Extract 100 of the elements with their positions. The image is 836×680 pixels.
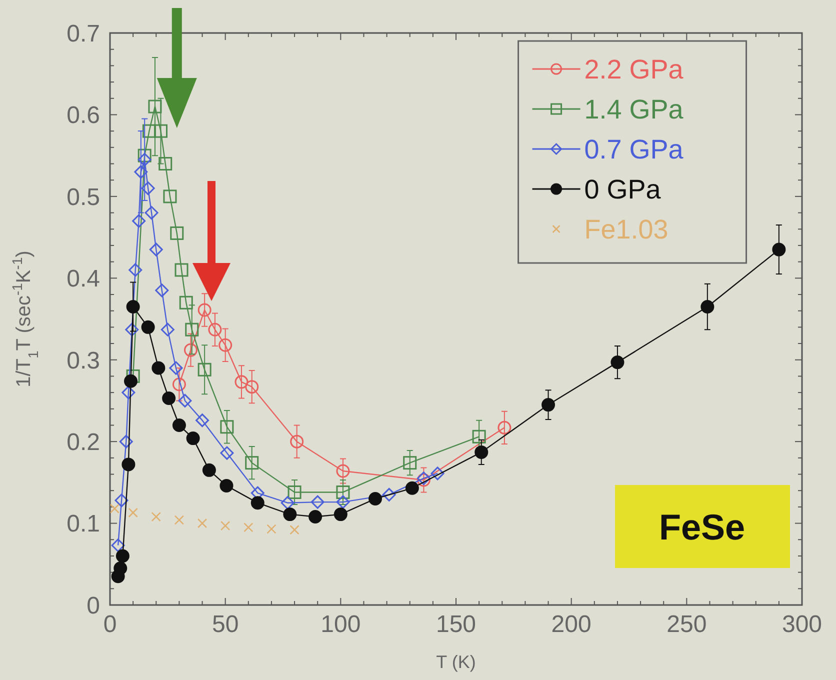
x-tick-label: 50 [212,611,239,638]
point [186,432,200,446]
point [119,434,133,448]
point [198,362,212,376]
point [138,152,152,166]
legend-label: 0 GPa [584,174,662,204]
y-tick-label: 0.6 [66,102,100,130]
point [114,561,128,575]
point [197,518,208,528]
point [172,418,186,432]
point [202,463,216,477]
point [152,361,166,375]
point [308,510,322,524]
point [141,320,155,334]
point [141,182,155,196]
point [220,446,234,460]
point [610,356,624,370]
point [160,322,174,336]
point [155,284,169,298]
point [336,485,350,499]
point [283,508,297,522]
point [124,374,138,388]
point [198,303,212,317]
y-tick-label: 0.2 [66,428,100,456]
point [144,206,158,220]
point [542,398,556,412]
x-tick-label: 150 [436,611,476,638]
point [179,296,193,310]
y-tick-label: 0.5 [66,184,100,211]
point [368,492,382,506]
point [122,386,136,400]
point [169,361,183,375]
point [334,508,348,522]
point [142,124,156,138]
point [245,456,259,470]
point [266,524,276,534]
point [116,549,130,563]
y-tick-label: 0.1 [66,510,100,538]
point [184,343,198,357]
legend-label: Fe1.03 [584,214,668,244]
point [250,496,264,510]
point [110,504,120,514]
point [158,156,172,170]
point [149,242,163,256]
point [336,495,350,509]
point [174,263,188,277]
point [185,322,199,336]
point [290,434,304,448]
point [430,466,444,480]
point [336,464,350,478]
point [244,522,254,532]
point [220,520,230,531]
legend-label: 1.4 GPa [584,94,684,124]
point [498,420,512,434]
point [700,300,714,314]
point [472,430,486,444]
point [403,456,417,470]
y-tick-label: 0.4 [66,266,100,293]
point [382,488,396,502]
point [134,165,148,179]
point [234,375,248,389]
point [172,378,186,392]
point [178,394,192,408]
x-tick-label: 100 [320,611,361,638]
legend-label: 0.7 GPa [584,134,684,164]
y-tick-label: 0.3 [66,347,100,374]
point [126,300,140,314]
point [220,420,234,434]
x-tick-label: 250 [666,611,707,638]
point [474,445,488,459]
point [148,100,162,114]
x-tick-label: 0 [103,611,117,638]
point [290,524,300,535]
point [122,458,136,472]
y-tick-label: 0 [86,592,100,620]
x-tick-label: 200 [551,611,592,638]
point [310,495,324,509]
point [111,538,125,552]
point [280,496,294,510]
point [170,226,184,240]
point [163,190,177,204]
point [114,494,128,508]
legend-label: 2.2 GPa [584,54,684,84]
point [151,512,161,522]
y-tick-label: 0.7 [66,20,100,48]
point [132,214,146,228]
point [174,515,184,525]
point [125,322,139,336]
point [245,380,259,394]
point [772,242,786,256]
point [218,338,232,352]
x-tick-label: 300 [782,611,822,638]
annotation: FeSe [658,506,746,548]
point [128,263,142,277]
point [288,485,302,499]
point [128,508,138,518]
x-axis-title: T (K) [436,652,476,672]
point [162,392,176,406]
point [196,414,210,428]
point [405,481,419,495]
